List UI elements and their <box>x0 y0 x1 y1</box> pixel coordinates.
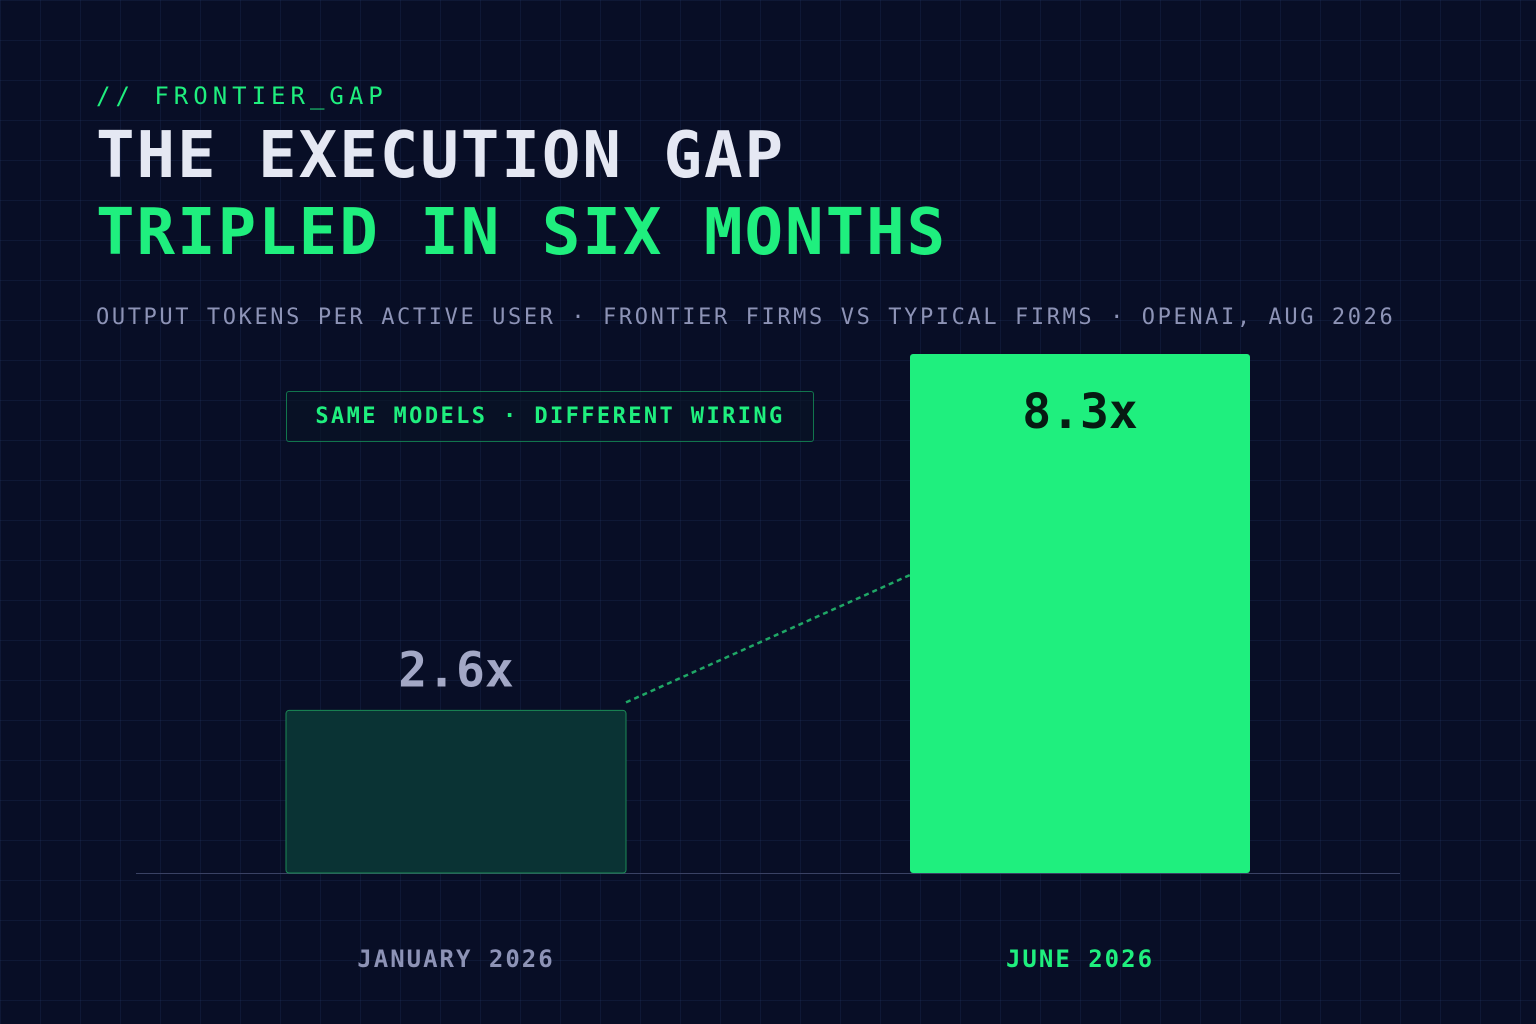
page-title: THE EXECUTION GAP <box>96 119 786 193</box>
chart-subtitle: OUTPUT TOKENS PER ACTIVE USER · FRONTIER… <box>96 305 1396 330</box>
bar-june-2026 <box>910 354 1250 873</box>
value-label-january-2026: 2.6x <box>398 642 514 698</box>
callout-badge: SAME MODELS · DIFFERENT WIRING <box>286 391 814 442</box>
page-title-highlight: TRIPLED IN SIX MONTHS <box>96 196 948 270</box>
value-label-june-2026: 8.3x <box>1022 384 1138 440</box>
bar-january-2026 <box>285 709 627 874</box>
category-label-june-2026: JUNE 2026 <box>1006 945 1154 973</box>
growth-connector <box>625 573 911 704</box>
category-label-january-2026: JANUARY 2026 <box>357 945 554 973</box>
kicker: // FRONTIER_GAP <box>96 82 388 110</box>
